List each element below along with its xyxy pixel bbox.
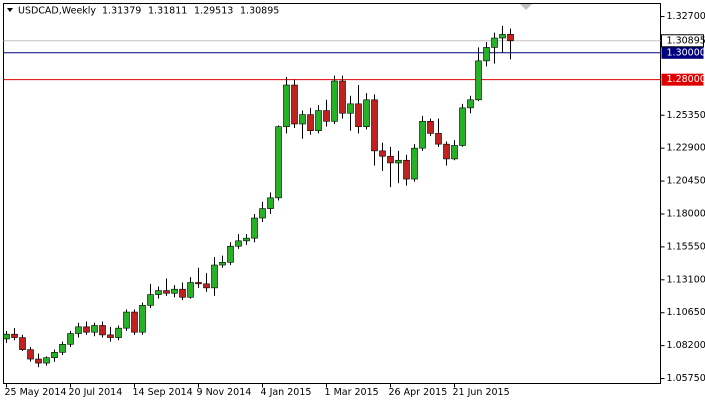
- header-value: 1.30895: [240, 6, 279, 17]
- y-tick-label: 1.05750: [667, 373, 705, 384]
- candle-body: [11, 333, 18, 338]
- candle-body: [3, 333, 10, 340]
- candle-body: [195, 282, 202, 285]
- candle-body: [363, 99, 370, 127]
- candle-body: [291, 84, 298, 125]
- candle-body: [251, 217, 258, 239]
- candle-body: [211, 264, 218, 289]
- candle-body: [339, 80, 346, 114]
- x-tick-label: 1 Mar 2015: [325, 387, 379, 398]
- candle-body: [435, 133, 442, 145]
- candle-body: [403, 159, 410, 180]
- candle-body: [491, 37, 498, 48]
- header-value: 1.29513: [194, 6, 233, 17]
- y-tick-label: 1.10650: [667, 307, 705, 318]
- last-price-box: [661, 34, 704, 48]
- candle-body: [75, 326, 82, 334]
- candle-body: [179, 288, 186, 298]
- plot-frame: [3, 3, 661, 384]
- candle-body: [115, 327, 122, 338]
- candle-body: [347, 103, 354, 114]
- candle-body: [331, 80, 338, 122]
- y-tick-label: 1.18000: [667, 208, 705, 219]
- candle-body: [27, 349, 34, 360]
- header-value: 1.31379: [102, 6, 141, 17]
- header-value: 1.31811: [148, 6, 187, 17]
- shift-marker: [520, 4, 532, 10]
- y-tick-label: 1.25350: [667, 110, 705, 121]
- x-tick-label: 25 May 2014: [5, 387, 67, 398]
- candle-body: [499, 34, 506, 39]
- candle-body: [395, 159, 402, 164]
- candle-body: [307, 114, 314, 132]
- x-tick-label: 20 Jul 2014: [69, 387, 123, 398]
- candle-body: [451, 145, 458, 160]
- candle-body: [43, 357, 50, 364]
- candle-body: [19, 337, 26, 350]
- candle-body: [163, 290, 170, 294]
- candle-body: [51, 352, 58, 359]
- y-tick-label: 1.32700: [667, 11, 705, 22]
- candle-body: [411, 147, 418, 180]
- menu-arrow: [7, 8, 13, 12]
- last-price-label: 1.30895: [667, 35, 705, 46]
- candle-body: [187, 282, 194, 298]
- candle-body: [371, 99, 378, 152]
- y-tick-label: 1.15550: [667, 241, 705, 252]
- candle-body: [507, 33, 514, 42]
- candle-body: [459, 107, 466, 146]
- candle-body: [355, 103, 362, 127]
- candle-body: [387, 155, 394, 164]
- y-tick-label: 1.08200: [667, 340, 705, 351]
- candle-body: [243, 237, 250, 242]
- candle-body: [123, 311, 130, 329]
- candle-body: [267, 197, 274, 209]
- candle-body: [155, 290, 162, 295]
- x-tick-label: 14 Sep 2014: [133, 387, 193, 398]
- candle-body: [59, 343, 66, 353]
- candle-body: [259, 208, 266, 219]
- candle-body: [171, 288, 178, 294]
- x-tick-label: 21 Jun 2015: [453, 387, 510, 398]
- candle-body: [443, 143, 450, 160]
- y-tick-label: 1.20450: [667, 176, 705, 187]
- y-tick-label: 1.13100: [667, 274, 705, 285]
- candle-body: [147, 294, 154, 306]
- candle-body: [227, 245, 234, 263]
- candle-body: [315, 110, 322, 132]
- candle-body: [35, 358, 42, 364]
- candle-body: [131, 311, 138, 333]
- x-tick-label: 26 Apr 2015: [389, 387, 448, 398]
- level-box: [661, 73, 704, 86]
- candle-body: [139, 305, 146, 333]
- candle-body: [203, 283, 210, 289]
- candle-body: [99, 325, 106, 336]
- candle-body: [323, 110, 330, 122]
- level-box: [661, 46, 704, 59]
- candle-body: [235, 240, 242, 247]
- candle-body: [419, 121, 426, 149]
- candle-body: [219, 262, 226, 266]
- candle-body: [275, 126, 282, 199]
- candle-body: [67, 333, 74, 345]
- candle-body: [467, 99, 474, 109]
- chart-title: USDCAD,Weekly: [18, 6, 96, 17]
- candle-body: [379, 150, 386, 157]
- x-tick-label: 9 Nov 2014: [197, 387, 252, 398]
- level-label: 1.28000: [667, 74, 705, 85]
- y-tick-label: 1.22900: [667, 143, 705, 154]
- candle-body: [91, 325, 98, 333]
- candle-body: [483, 47, 490, 62]
- candle-body: [107, 334, 114, 338]
- candle-body: [475, 60, 482, 101]
- candle-body: [427, 121, 434, 134]
- candle-body: [283, 84, 290, 127]
- candle-body: [299, 114, 306, 125]
- x-tick-label: 4 Jan 2015: [261, 387, 312, 398]
- level-label: 1.30000: [667, 47, 705, 58]
- candle-body: [83, 326, 90, 333]
